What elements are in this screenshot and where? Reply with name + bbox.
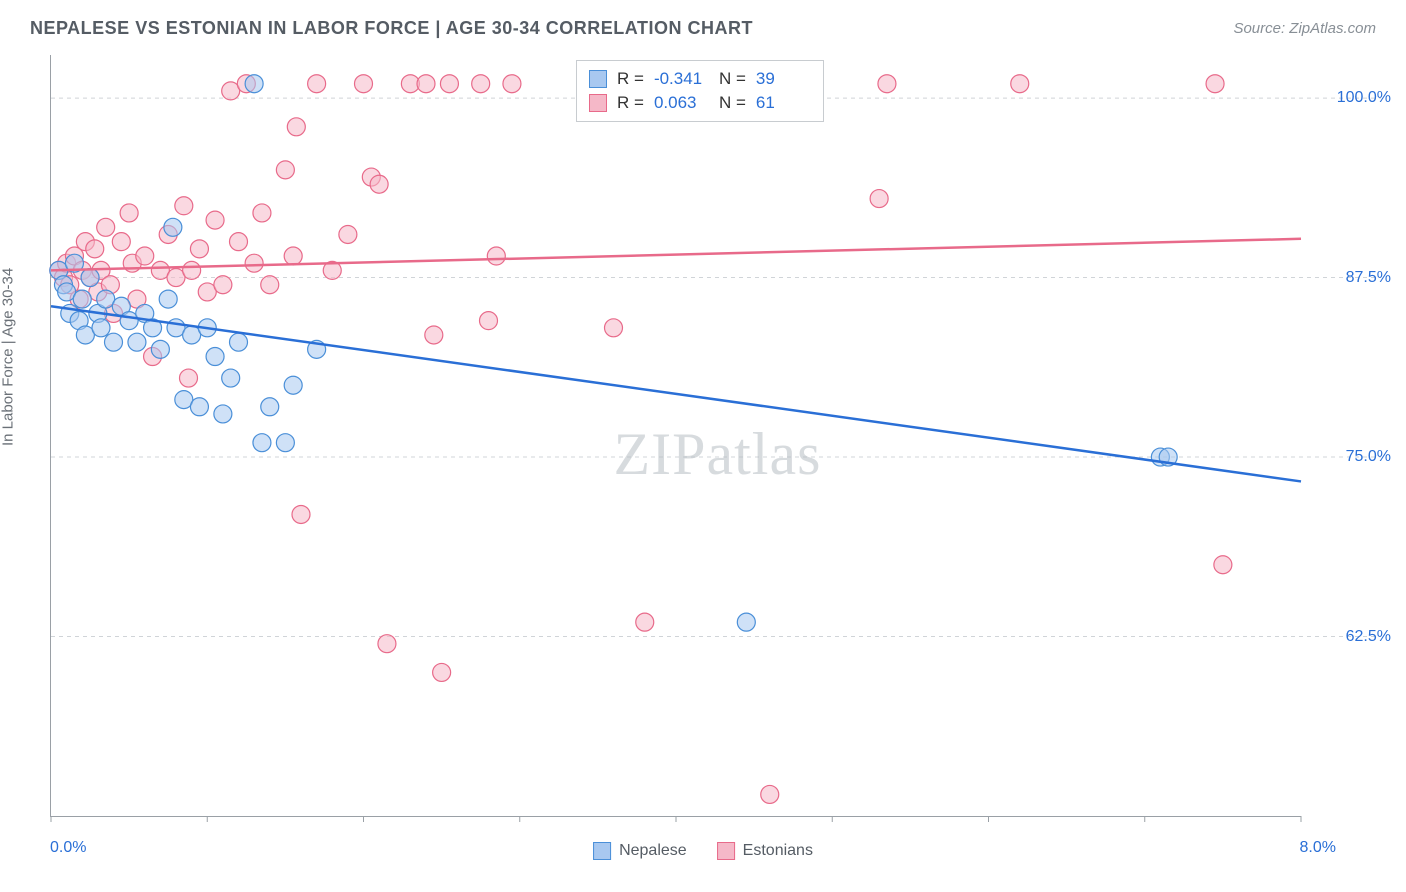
chart-title: NEPALESE VS ESTONIAN IN LABOR FORCE | AG… <box>30 18 753 39</box>
stat-r-value: -0.341 <box>654 69 709 89</box>
legend: Nepalese Estonians <box>593 842 813 860</box>
stat-label: R = <box>617 93 644 113</box>
stat-label: N = <box>719 93 746 113</box>
legend-label: Nepalese <box>619 842 687 860</box>
stat-n-value: 39 <box>756 69 811 89</box>
y-tick-label: 100.0% <box>1337 89 1391 107</box>
stat-label: R = <box>617 69 644 89</box>
legend-swatch-icon <box>593 842 611 860</box>
source-attribution: Source: ZipAtlas.com <box>1233 20 1376 37</box>
correlation-stats-box: R = -0.341 N = 39 R = 0.063 N = 61 <box>576 60 824 122</box>
x-axis-min-label: 0.0% <box>50 839 86 857</box>
legend-item: Nepalese <box>593 842 687 860</box>
swatch-estonians-icon <box>589 94 607 112</box>
y-tick-label: 87.5% <box>1346 269 1391 287</box>
legend-item: Estonians <box>717 842 813 860</box>
y-tick-label: 75.0% <box>1346 448 1391 466</box>
y-axis-label: In Labor Force | Age 30-34 <box>0 268 17 446</box>
stats-row-nepalese: R = -0.341 N = 39 <box>589 67 811 91</box>
swatch-nepalese-icon <box>589 70 607 88</box>
y-tick-label: 62.5% <box>1346 628 1391 646</box>
x-axis-max-label: 8.0% <box>1300 839 1336 857</box>
legend-label: Estonians <box>743 842 813 860</box>
stats-row-estonians: R = 0.063 N = 61 <box>589 91 811 115</box>
scatter-plot-svg <box>51 55 1301 816</box>
stat-n-value: 61 <box>756 93 811 113</box>
legend-swatch-icon <box>717 842 735 860</box>
stat-r-value: 0.063 <box>654 93 709 113</box>
stat-label: N = <box>719 69 746 89</box>
plot-area: R = -0.341 N = 39 R = 0.063 N = 61 ZIPat… <box>50 55 1301 817</box>
